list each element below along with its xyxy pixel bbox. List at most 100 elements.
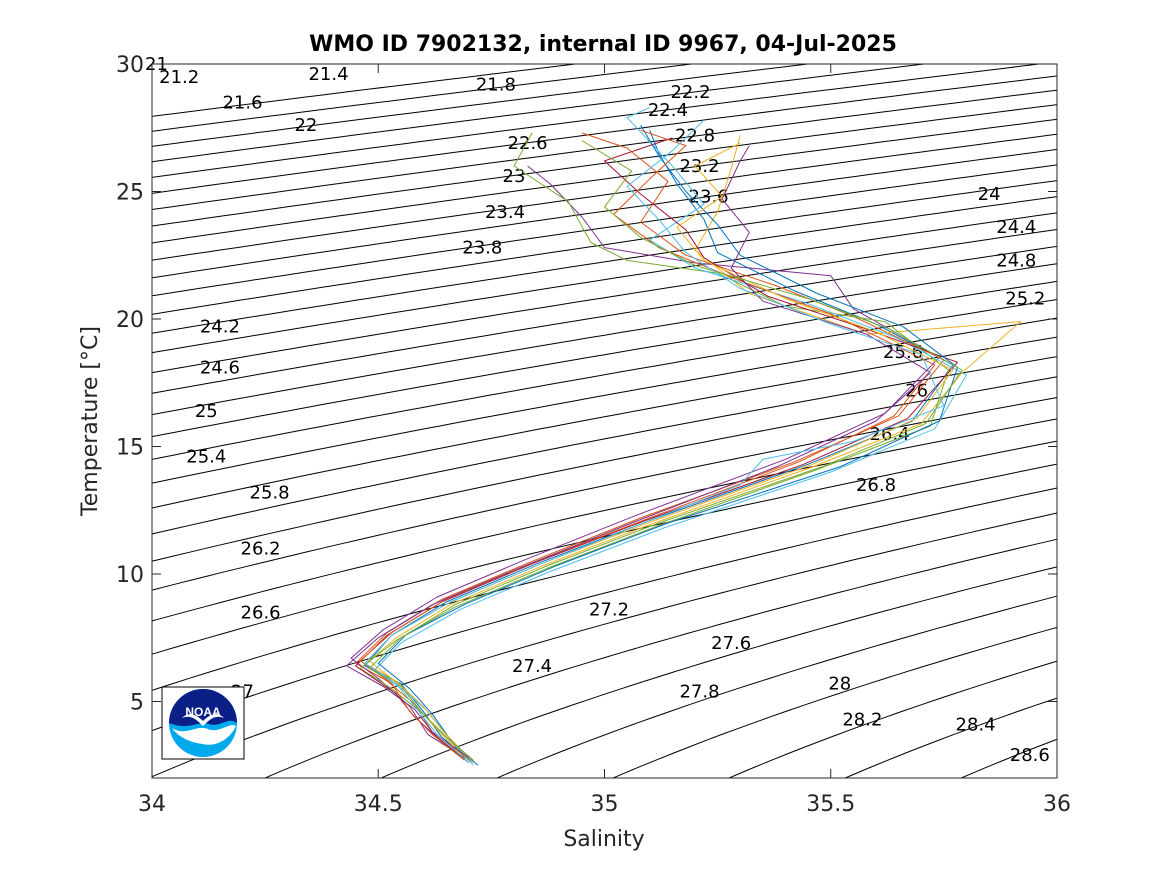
contour-label-28: 26.2 xyxy=(241,539,281,560)
profile-line-9 xyxy=(364,142,954,764)
density-contour-line-34 xyxy=(727,660,1057,778)
profile-line-12 xyxy=(364,119,945,764)
density-contour-line-23 xyxy=(152,376,1057,562)
contour-label-38: 28.6 xyxy=(1010,745,1050,766)
density-contour-line-18 xyxy=(152,280,1057,438)
density-contour-line-25 xyxy=(152,418,1057,622)
x-tick-label-4: 36 xyxy=(1043,792,1071,817)
density-contour-line-21 xyxy=(152,336,1057,509)
contour-label-21: 24.6 xyxy=(200,357,240,378)
contour-label-13: 24 xyxy=(978,184,1001,205)
density-contour-line-15 xyxy=(152,228,1057,374)
contour-label-8: 22.8 xyxy=(675,125,715,146)
y-tick-label-2: 15 xyxy=(116,436,144,461)
profile-line-11 xyxy=(368,140,963,761)
y-tick-label-4: 25 xyxy=(116,181,144,206)
density-contour-line-8 xyxy=(152,118,1057,244)
contour-label-6: 22.4 xyxy=(648,100,688,121)
logo-text: NOAA xyxy=(185,705,221,719)
contour-label-32: 27.4 xyxy=(512,656,552,677)
chart-title: WMO ID 7902132, internal ID 9967, 04-Jul… xyxy=(309,32,897,57)
density-contour-line-29 xyxy=(152,512,1057,778)
density-contour-line-0 xyxy=(152,64,580,117)
x-axis-label: Salinity xyxy=(563,827,644,852)
x-tick-label-2: 35 xyxy=(591,792,619,817)
contour-label-34: 27.8 xyxy=(679,681,719,702)
plot-area xyxy=(152,64,1057,778)
contour-label-2: 21.4 xyxy=(308,64,348,85)
density-contour-line-33 xyxy=(611,626,1057,778)
contour-label-33: 28 xyxy=(828,674,851,695)
density-contour-line-16 xyxy=(152,245,1057,394)
noaa-logo: NOAA xyxy=(161,686,245,760)
x-tick-label-3: 35.5 xyxy=(806,792,855,817)
profile-line-6 xyxy=(355,137,958,764)
density-contour-line-19 xyxy=(152,298,1057,460)
contour-label-5: 21.6 xyxy=(222,92,262,113)
contour-label-29: 27.2 xyxy=(589,600,629,621)
density-contour-line-30 xyxy=(263,538,1057,778)
density-contour-line-1 xyxy=(152,64,696,132)
contour-label-3: 21.8 xyxy=(476,74,516,95)
contour-label-9: 22.6 xyxy=(508,133,548,154)
contour-label-36: 28.2 xyxy=(842,709,882,730)
profile-line-7 xyxy=(377,124,958,766)
density-contour-line-6 xyxy=(152,89,1057,211)
contour-label-37: 28.4 xyxy=(956,715,996,736)
logo-wave xyxy=(172,725,236,745)
contour-label-26: 26.8 xyxy=(856,475,896,496)
contour-label-15: 24.4 xyxy=(996,217,1036,238)
density-contour-line-20 xyxy=(152,317,1057,484)
density-contour-line-22 xyxy=(152,356,1057,535)
density-contour-line-28 xyxy=(152,487,1057,732)
contour-label-17: 24.8 xyxy=(996,250,1036,271)
contour-label-7: 22 xyxy=(294,115,317,136)
contour-label-11: 23 xyxy=(503,166,526,187)
density-contour-line-11 xyxy=(152,164,1057,297)
x-tick-label-1: 34.5 xyxy=(354,792,403,817)
y-tick-label-0: 5 xyxy=(130,691,144,716)
density-contour-line-5 xyxy=(152,75,1057,194)
y-tick-label-3: 20 xyxy=(116,308,144,333)
density-contour-line-3 xyxy=(152,64,929,163)
y-axis-label: Temperature [°C] xyxy=(78,326,103,517)
contour-label-14: 23.4 xyxy=(485,202,525,223)
y-tick-label-5: 30 xyxy=(116,53,144,78)
x-tick-label-0: 34 xyxy=(138,792,166,817)
contour-label-10: 23.2 xyxy=(679,156,719,177)
density-contour-line-12 xyxy=(152,180,1057,315)
contour-label-30: 26.6 xyxy=(241,602,281,623)
axis-ticks: 34 34.5 35 35.5 36 5 10 15 20 25 30 xyxy=(116,53,1071,817)
density-contour-line-17 xyxy=(152,263,1057,416)
contour-label-27: 25.8 xyxy=(250,482,290,503)
contour-label-20: 25.6 xyxy=(883,342,923,363)
density-contour-line-7 xyxy=(152,104,1057,227)
contour-label-31: 27.6 xyxy=(711,633,751,654)
profile-line-4 xyxy=(359,132,949,761)
density-contour-line-31 xyxy=(379,566,1057,778)
profile-line-3 xyxy=(350,165,940,759)
density-contours xyxy=(152,64,1057,778)
contour-label-1: 21.2 xyxy=(159,67,199,88)
profile-line-0 xyxy=(364,130,954,764)
density-contour-line-2 xyxy=(152,64,812,147)
density-contour-line-10 xyxy=(152,148,1057,279)
profile-series xyxy=(346,106,1022,766)
density-contour-line-14 xyxy=(152,212,1057,354)
density-contour-line-4 xyxy=(152,64,1044,178)
density-contour-line-27 xyxy=(152,463,1057,691)
density-contour-line-24 xyxy=(152,397,1057,591)
density-contour-line-13 xyxy=(152,196,1057,334)
contour-label-23: 25 xyxy=(195,401,218,422)
contour-label-12: 23.6 xyxy=(689,187,729,208)
contour-label-25: 25.4 xyxy=(186,447,226,468)
logo-gull-icon xyxy=(182,714,224,726)
profile-line-10 xyxy=(346,145,931,759)
density-contour-line-9 xyxy=(152,133,1057,261)
contour-label-18: 25.2 xyxy=(1005,289,1045,310)
density-contour-line-36 xyxy=(959,738,1057,778)
contour-label-19: 24.2 xyxy=(200,317,240,338)
density-contour-line-32 xyxy=(495,595,1057,778)
